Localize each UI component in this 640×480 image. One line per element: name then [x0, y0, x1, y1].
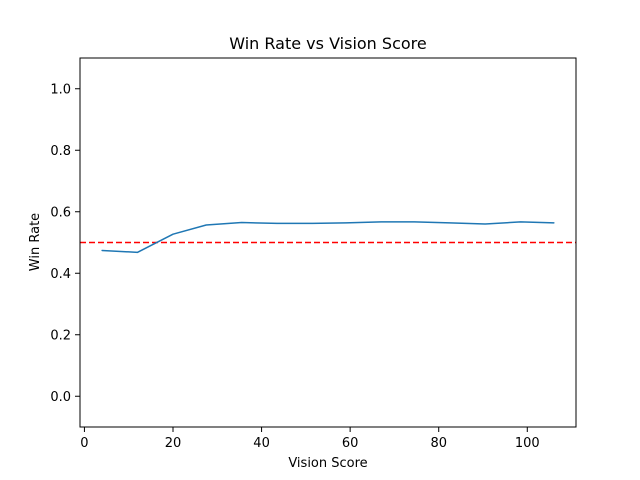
- y-axis: 0.0 0.2 0.4 0.6 0.8 1.0: [50, 82, 80, 405]
- x-tick-label-4: 80: [430, 436, 447, 451]
- y-tick-label-2: 0.4: [50, 267, 71, 282]
- x-tick-label-3: 60: [342, 436, 359, 451]
- y-tick-label-1: 0.2: [50, 328, 71, 343]
- x-axis-label: Vision Score: [288, 456, 367, 471]
- plot-frame: [79, 57, 577, 428]
- x-axis: 0 20 40 60 80 100: [80, 427, 540, 451]
- x-tick-label-2: 40: [253, 436, 270, 451]
- y-tick-label-3: 0.6: [50, 205, 71, 220]
- y-tick-label-4: 0.8: [50, 144, 71, 159]
- series-line-0: [101, 221, 555, 254]
- plot-layer: [80, 221, 576, 254]
- chart-title: Win Rate vs Vision Score: [229, 34, 426, 53]
- x-tick-label-5: 100: [515, 436, 540, 451]
- y-tick-label-0: 0.0: [50, 390, 71, 405]
- y-tick-label-5: 1.0: [50, 82, 71, 97]
- x-tick-label-0: 0: [80, 436, 88, 451]
- x-tick-label-1: 20: [165, 436, 182, 451]
- y-axis-label: Win Rate: [28, 213, 43, 271]
